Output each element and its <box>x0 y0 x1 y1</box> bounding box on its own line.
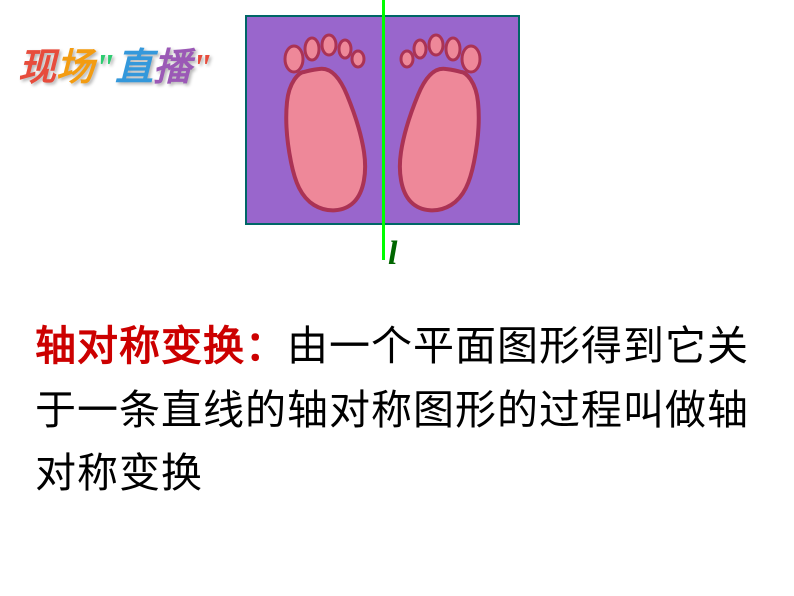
header-rainbow-text: 现场"直播" <box>18 36 212 91</box>
header-char-2: 场 <box>56 47 94 89</box>
right-foot-icon <box>381 27 506 217</box>
header-char-3: " <box>94 47 115 89</box>
header-char-5: 播 <box>153 47 191 89</box>
header-char-4: 直 <box>115 47 153 89</box>
definition-term: 轴对称变换： <box>35 323 287 369</box>
left-foot-icon <box>259 27 384 217</box>
line-label: l <box>388 235 397 273</box>
header-char-6: " <box>191 47 212 89</box>
symmetry-axis-line <box>382 0 385 260</box>
header-char-1: 现 <box>18 47 56 89</box>
definition-text: 轴对称变换：由一个平面图形得到它关于一条直线的轴对称图形的过程叫做轴对称变换 <box>35 315 759 506</box>
